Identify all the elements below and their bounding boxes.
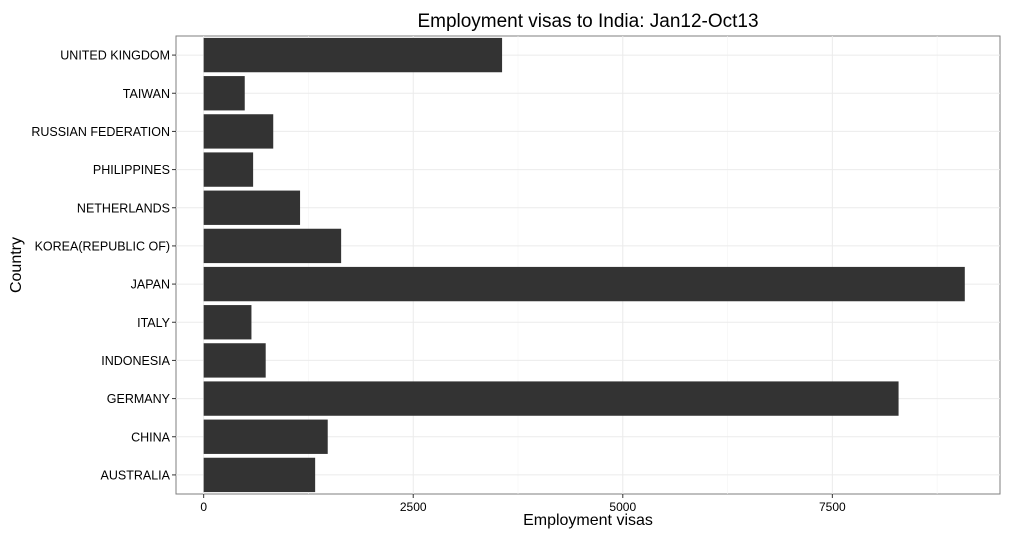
x-axis-label: Employment visas — [523, 512, 653, 529]
y-tick-label: KOREA(REPUBLIC OF) — [35, 239, 170, 253]
bar-indonesia — [203, 343, 266, 378]
bar-korea-republic-of — [203, 228, 342, 264]
y-tick-label: INDONESIA — [101, 354, 170, 368]
x-tick-label: 0 — [200, 500, 207, 514]
y-tick-label: UNITED KINGDOM — [60, 49, 170, 63]
bar-australia — [203, 457, 316, 493]
panel-border — [175, 35, 1001, 495]
y-tick-label: NETHERLANDS — [77, 201, 170, 215]
y-tick-label: CHINA — [131, 430, 171, 444]
y-tick-label: JAPAN — [131, 278, 170, 292]
y-tick-label: TAIWAN — [123, 87, 170, 101]
y-tick-label: ITALY — [137, 316, 171, 330]
bar-netherlands — [203, 190, 301, 225]
bar-united-kingdom — [203, 37, 503, 73]
bar-china — [203, 419, 328, 454]
x-tick-label: 2500 — [400, 500, 427, 514]
y-tick-label: PHILIPPINES — [93, 163, 170, 177]
bar-germany — [203, 381, 899, 416]
bar-italy — [203, 305, 252, 340]
y-tick-label: RUSSIAN FEDERATION — [31, 125, 170, 139]
bar-taiwan — [203, 76, 245, 111]
x-tick-label: 7500 — [819, 500, 846, 514]
y-tick-label: GERMANY — [107, 392, 171, 406]
x-tick-label: 5000 — [609, 500, 636, 514]
bar-japan — [203, 266, 965, 302]
y-tick-label: AUSTRALIA — [101, 468, 171, 482]
chart-title: Employment visas to India: Jan12-Oct13 — [417, 11, 759, 32]
bar-russian-federation — [203, 114, 274, 149]
bar-philippines — [203, 152, 254, 187]
